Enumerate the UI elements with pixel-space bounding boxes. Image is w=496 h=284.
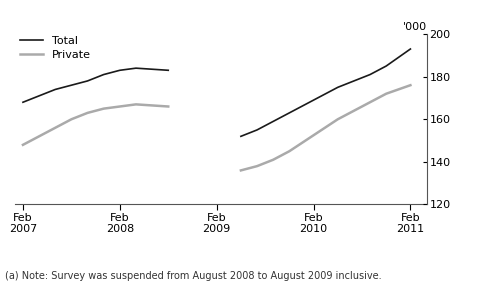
- Text: '000: '000: [402, 22, 427, 32]
- Text: (a) Note: Survey was suspended from August 2008 to August 2009 inclusive.: (a) Note: Survey was suspended from Augu…: [5, 271, 381, 281]
- Legend: Total, Private: Total, Private: [20, 36, 91, 60]
